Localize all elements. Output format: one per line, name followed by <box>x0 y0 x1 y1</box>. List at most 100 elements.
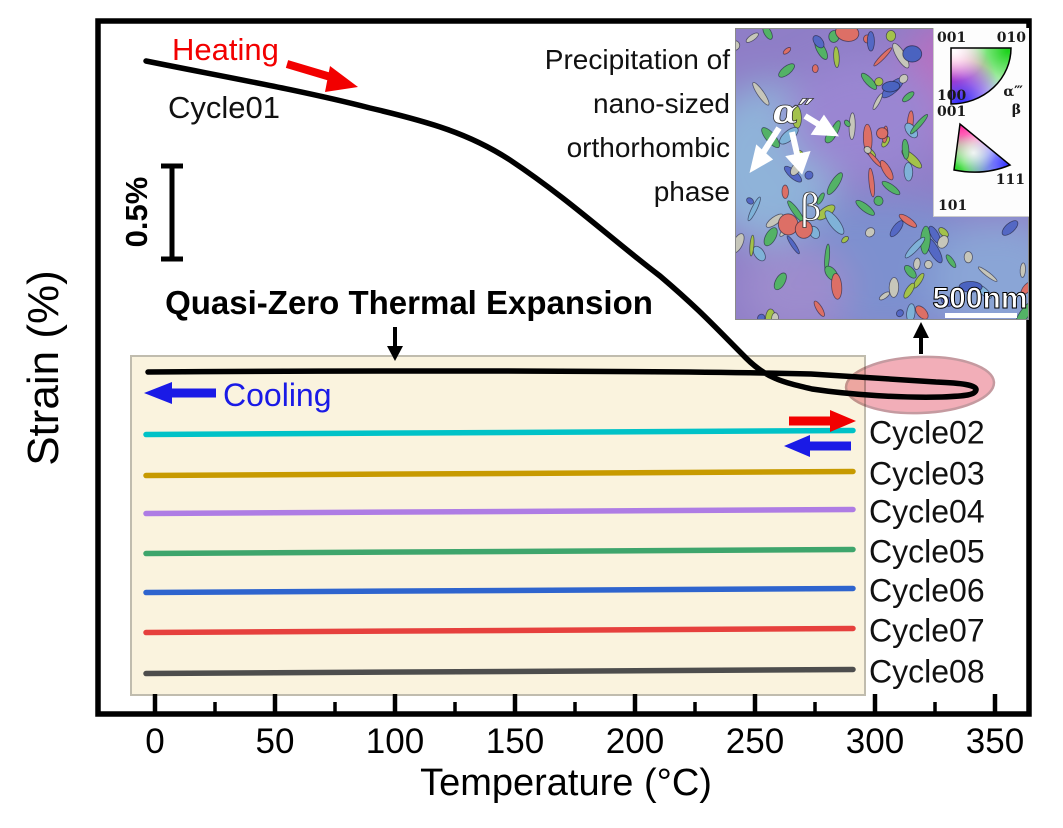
alpha-phase-label: α″ <box>772 92 813 132</box>
precipitate-lath <box>904 236 926 259</box>
precipitate-lath <box>913 257 921 270</box>
precipitate-lath <box>816 192 825 205</box>
cycle-label-cycle04: Cycle04 <box>869 493 985 530</box>
cycle-lines-group <box>143 427 856 677</box>
precipitate-blob <box>902 45 923 63</box>
precipitate-blob <box>881 80 901 93</box>
cycle-line-cycle05 <box>143 546 856 557</box>
cycle-line-cycle07 <box>143 625 856 636</box>
precipitate-lath <box>824 210 845 235</box>
cycle-line-cycle08 <box>143 666 856 677</box>
precipitate-lath <box>915 305 929 320</box>
cycle-label-cycle03: Cycle03 <box>869 455 985 492</box>
precipitate-lath <box>771 312 779 320</box>
precipitate-lath <box>924 260 933 270</box>
precipitate-lath <box>786 235 800 255</box>
cycle01-curve <box>143 58 979 400</box>
precipitate-lath <box>833 46 840 68</box>
inset-scale-label: 500nm <box>932 282 1027 315</box>
precipitate-lath <box>812 35 825 49</box>
x-tick-label: 100 <box>366 722 424 761</box>
precipitate-lath <box>885 30 897 42</box>
x-tick-label: 350 <box>966 722 1024 761</box>
cycle-label-cycle06: Cycle06 <box>869 572 985 609</box>
plot-frame <box>95 18 1032 717</box>
precipitate-lath <box>940 295 953 307</box>
ipf-triangle <box>953 122 1012 173</box>
precipitate-lath <box>826 172 843 195</box>
x-axis-label: Temperature (°C) <box>420 762 712 804</box>
qzte-pointer-arrow <box>387 327 403 361</box>
precipitate-lath <box>831 273 843 300</box>
precipitate-blob <box>958 280 983 293</box>
precipitate-lath <box>902 91 915 103</box>
precipitate-lath <box>873 195 884 206</box>
precipitate-lath <box>888 277 900 298</box>
x-tick-label: 200 <box>606 722 664 761</box>
alpha-arrows <box>749 113 839 175</box>
quasi-zero-thermal-expansion-label: Quasi-Zero Thermal Expansion <box>165 284 653 321</box>
x-tick-label: 0 <box>145 722 164 761</box>
cycle-label-cycle05: Cycle05 <box>869 533 985 570</box>
inset-pointer-arrow <box>913 322 929 354</box>
legend-111: 111 <box>995 172 1025 188</box>
beta-phase-label: β <box>801 188 822 229</box>
precipitate-lath <box>841 235 849 244</box>
precipitate-lath <box>813 300 825 317</box>
cycle-label-cycle02: Cycle02 <box>869 414 985 451</box>
precipitate-lath <box>898 213 917 228</box>
quasi-zero-region-box <box>130 355 866 696</box>
cycle-label-cycle08: Cycle08 <box>869 653 985 690</box>
precipitate-lath <box>872 93 883 111</box>
precipitate-lath <box>863 146 872 154</box>
precipitate-lath <box>906 303 916 320</box>
precipitate-lath <box>1020 280 1029 295</box>
precipitate-lath <box>879 160 894 181</box>
precipitate-lath <box>898 73 909 84</box>
cycle-line-cycle02 <box>143 427 856 438</box>
precipitate-lath <box>904 264 917 279</box>
precipitate-lath <box>811 64 819 74</box>
scale-bar-label: 0.5% <box>119 176 154 248</box>
precipitate-lath <box>865 227 876 238</box>
precipitate-lath <box>765 213 784 228</box>
x-axis-ticks-group <box>152 694 998 712</box>
x-axis-tick-labels-group: 0 50 100 150 200 250 300 350 <box>145 722 1024 761</box>
precipitates-group <box>735 28 1029 320</box>
precipitate-lath <box>1001 220 1019 236</box>
legend-alpha-phase: α‴ <box>1003 84 1023 100</box>
x-tick-label: 150 <box>486 722 544 761</box>
precipitate-lath <box>937 235 949 249</box>
precipitate-lath <box>735 233 745 254</box>
x-tick-label: 250 <box>726 722 784 761</box>
precipitate-lath <box>763 227 778 247</box>
x-tick-label: 300 <box>846 722 904 761</box>
precipitate-blob <box>794 219 813 239</box>
precipitate-lath <box>873 47 893 67</box>
precipitate-lath <box>752 81 770 106</box>
legend-001-triangle: 001 <box>937 104 967 120</box>
precipitate-lath <box>860 72 878 90</box>
x-tick-label: 50 <box>256 722 295 761</box>
precipitate-blob <box>876 127 889 140</box>
cooling-arrow <box>144 382 216 404</box>
cycle-line-cycle06 <box>143 585 856 596</box>
precipitate-lath <box>903 282 915 299</box>
cooling-label: Cooling <box>223 377 332 413</box>
y-axis-label: Strain (%) <box>19 270 68 466</box>
inset-scale-bar <box>945 313 1017 318</box>
precipitate-lath <box>868 167 875 198</box>
cycle01-label: Cycle01 <box>168 90 280 125</box>
strain-scale-bar <box>161 163 183 262</box>
cycle-label-cycle07: Cycle07 <box>869 612 985 649</box>
precipitate-lath <box>901 138 910 160</box>
ipf-legend-panel: 001 010 100 α‴ 0 <box>933 28 1029 217</box>
precipitate-lath <box>746 197 754 205</box>
precipitate-lath <box>843 119 851 128</box>
precipitate-lath <box>749 234 755 257</box>
cycle02-cooling-arrow <box>784 435 851 457</box>
precipitate-lath <box>781 184 789 199</box>
precipitate-lath <box>1019 262 1026 278</box>
